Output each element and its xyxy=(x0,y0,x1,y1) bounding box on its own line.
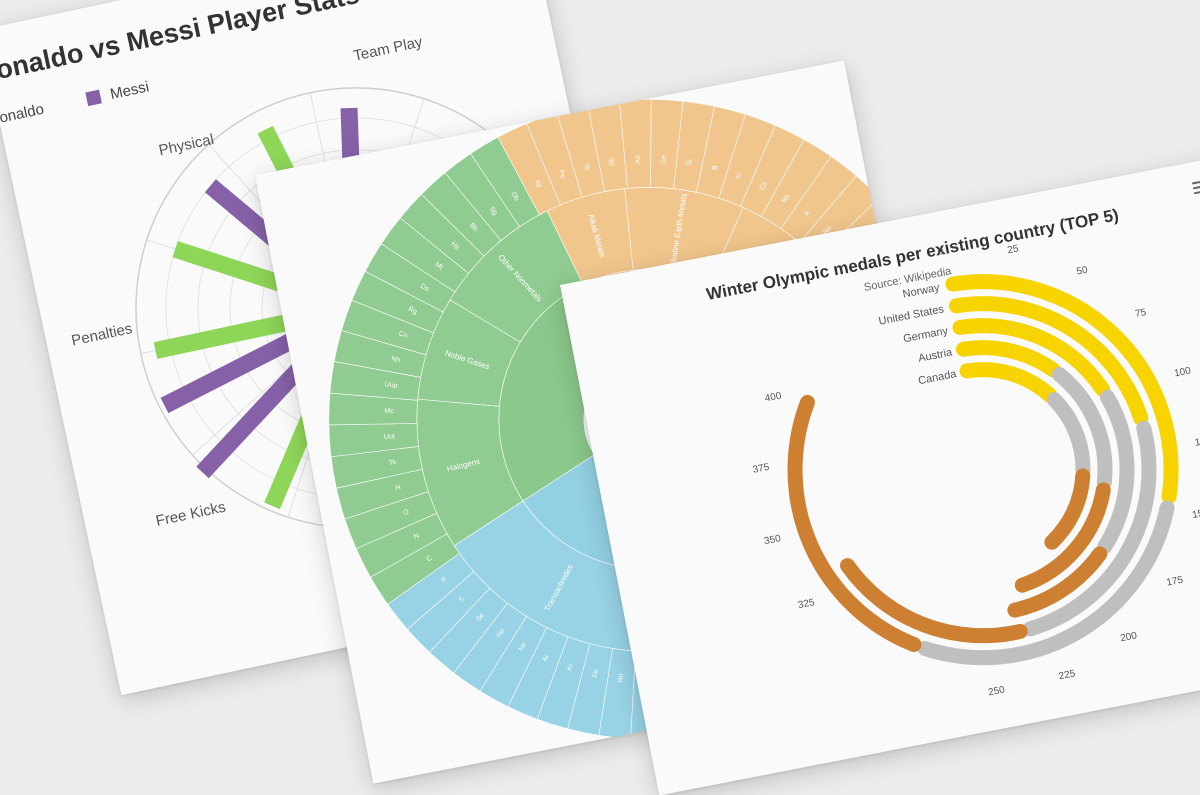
sunburst-outer-label: Sg xyxy=(488,206,499,217)
sunburst-outer-label: Rn xyxy=(617,673,625,683)
radial-bar-segment xyxy=(840,558,1028,644)
sunburst-outer-label: Ge xyxy=(660,155,668,165)
sunburst-outer-label: Hs xyxy=(449,241,460,252)
sunburst-outer-label: Po xyxy=(557,169,566,180)
radial-bar-segment xyxy=(1014,482,1111,593)
radial-axis-tick-label: 150 xyxy=(1191,507,1200,521)
sunburst-outer-label: Rg xyxy=(407,306,418,316)
sunburst-outer-label: P xyxy=(441,576,449,585)
country-label: Norway xyxy=(902,282,941,301)
radar-category-label: Physical xyxy=(157,131,215,159)
radial-bar-segment xyxy=(956,340,1061,378)
radial-bar-segment xyxy=(952,318,1111,398)
radial-axis-tick-label: 375 xyxy=(752,462,771,476)
sunburst-outer-label: Mt xyxy=(433,261,443,271)
sunburst-outer-label: Cn xyxy=(398,330,409,340)
radial-bar-segment xyxy=(1007,546,1108,618)
sunburst-outer-label: Te xyxy=(582,163,591,172)
country-label: United States xyxy=(878,303,946,327)
sunburst-outer-label: C xyxy=(426,555,434,564)
radar-category-label: Penalties xyxy=(70,320,134,349)
radial-axis-tick-label: 400 xyxy=(764,390,783,404)
radar-category-label: Free Kicks xyxy=(154,499,227,530)
sunburst-outer-label: H xyxy=(395,484,402,492)
sunburst-outer-label: Nh xyxy=(391,355,401,364)
radial-axis-tick-label: 350 xyxy=(763,533,782,547)
radial-bar-segment xyxy=(959,362,1058,403)
radial-bar-segment xyxy=(787,394,922,653)
sunburst-outer-label: Db xyxy=(509,191,520,202)
radial-axis-tick-label: 225 xyxy=(1058,668,1077,682)
sunburst-outer-label: K xyxy=(803,209,812,217)
radial-axis-tick-label: 125 xyxy=(1194,435,1200,449)
radial-bar-segment xyxy=(1044,468,1091,550)
sunburst-outer-label: B xyxy=(711,164,719,171)
sunburst-outer-label: Mc xyxy=(384,408,394,415)
radial-axis-tick-label: 25 xyxy=(1006,243,1019,256)
radial-axis-tick-label: 200 xyxy=(1119,630,1138,644)
country-label: Germany xyxy=(902,325,949,346)
radial-axis-tick-label: 100 xyxy=(1173,365,1192,379)
sunburst-outer-label: Uut xyxy=(384,433,395,441)
sunburst-outer-label: Fr xyxy=(735,171,744,180)
radar-category-label: Team Play xyxy=(352,33,425,64)
sunburst-outer-label: As xyxy=(634,155,641,164)
radial-axis-tick-label: 50 xyxy=(1076,265,1089,278)
sunburst-outer-label: S xyxy=(458,595,466,604)
sunburst-outer-label: Si xyxy=(686,159,694,167)
radial-bar-segment xyxy=(1046,392,1091,478)
radial-axis-tick-label: 175 xyxy=(1166,575,1185,589)
sunburst-outer-label: Se xyxy=(475,612,486,623)
radial-axis-tick-label: 0 xyxy=(937,246,945,258)
sunburst-outer-label: Cs xyxy=(759,180,769,191)
radial-bar-segment xyxy=(948,296,1149,426)
radial-bar-segment xyxy=(1051,367,1113,490)
radial-bar-segment xyxy=(945,274,1179,504)
radial-axis-tick-label: 325 xyxy=(797,597,816,611)
sunburst-outer-label: Uup xyxy=(384,381,398,390)
country-label: Canada xyxy=(917,368,958,387)
radial-axis-tick-label: 75 xyxy=(1134,307,1147,320)
sunburst-outer-label: O xyxy=(402,508,410,517)
country-label: Austria xyxy=(917,346,954,364)
radial-axis-tick-label: 250 xyxy=(987,684,1006,698)
sunburst-outer-label: N xyxy=(413,532,421,541)
sunburst-outer-label: Ts xyxy=(389,459,398,467)
sunburst-outer-label: Bh xyxy=(468,222,479,233)
sunburst-outer-label: Ds xyxy=(419,283,430,294)
sunburst-outer-label: Sb xyxy=(608,157,616,167)
radial-bar-segment xyxy=(1097,389,1135,554)
sunburst-outer-label: Rb xyxy=(781,193,792,204)
sunburst-outer-label: Na xyxy=(822,225,833,236)
sunburst-outer-label: Rf xyxy=(533,180,542,189)
radial-bar-segment xyxy=(1022,420,1157,637)
